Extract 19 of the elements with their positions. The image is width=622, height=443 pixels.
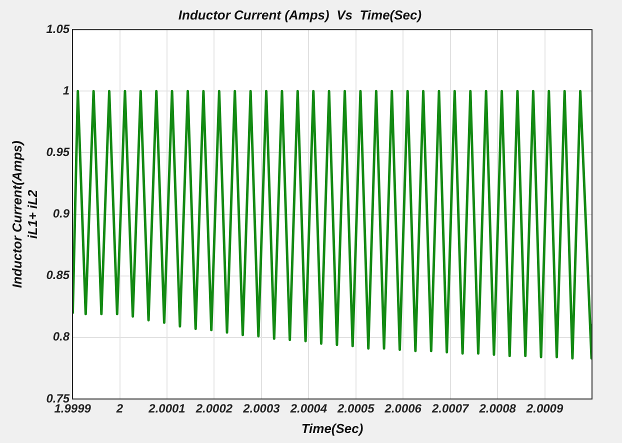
y-tick-label: 0.8: [52, 330, 70, 344]
x-tick-label: 2.0005: [336, 402, 375, 416]
y-tick-label: 0.85: [46, 268, 70, 282]
x-tick-label: 2.0003: [242, 402, 280, 416]
x-tick-label: 2.0004: [289, 402, 328, 416]
y-tick-label: 0.9: [52, 206, 70, 221]
y-tick-label: 1.05: [46, 22, 70, 36]
chart-title: Inductor Current (Amps) Vs Time(Sec): [178, 7, 422, 22]
y-axis-title: Inductor Current(Amps) iL1+ iL2: [9, 140, 40, 288]
x-tick-label: 2.0001: [148, 402, 186, 416]
x-tick-label: 2.0007: [430, 402, 470, 416]
y-tick-label: 0.95: [46, 145, 70, 160]
x-tick-label: 2: [115, 402, 124, 416]
y-tick-label: 1: [62, 83, 70, 98]
x-tick-label: 2.0008: [478, 402, 516, 416]
x-tick-label: 2.0002: [194, 402, 233, 416]
x-axis-title: Time(Sec): [301, 420, 364, 436]
x-tick-label: 2.0006: [384, 402, 422, 416]
x-tick-label: 2.0009: [525, 402, 564, 416]
